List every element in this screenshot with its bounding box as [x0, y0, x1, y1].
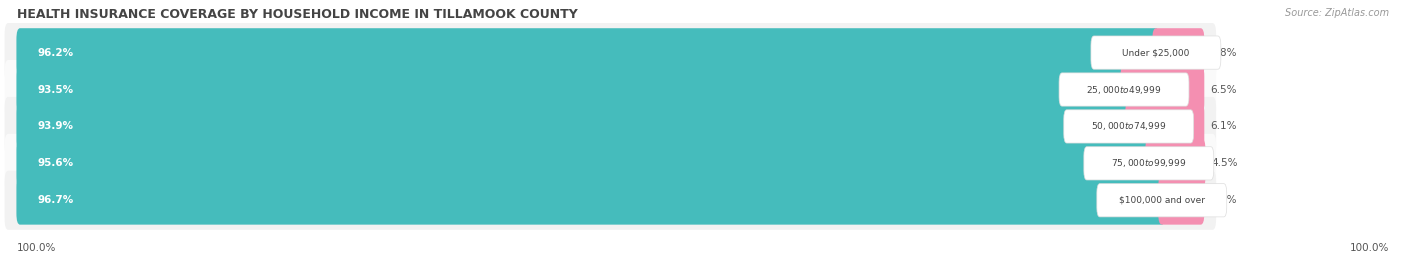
FancyBboxPatch shape	[4, 171, 1216, 230]
FancyBboxPatch shape	[1121, 65, 1205, 114]
FancyBboxPatch shape	[1091, 36, 1220, 69]
FancyBboxPatch shape	[1159, 176, 1205, 225]
FancyBboxPatch shape	[17, 65, 1128, 114]
FancyBboxPatch shape	[1153, 28, 1205, 77]
Text: $25,000 to $49,999: $25,000 to $49,999	[1087, 83, 1161, 95]
Text: 4.5%: 4.5%	[1212, 158, 1237, 168]
Text: 6.1%: 6.1%	[1211, 121, 1237, 132]
Text: 3.8%: 3.8%	[1211, 48, 1237, 58]
FancyBboxPatch shape	[4, 23, 1216, 82]
FancyBboxPatch shape	[1064, 110, 1194, 143]
Text: 100.0%: 100.0%	[17, 243, 56, 253]
FancyBboxPatch shape	[17, 176, 1166, 225]
Legend: With Coverage, Without Coverage: With Coverage, Without Coverage	[519, 268, 737, 269]
FancyBboxPatch shape	[17, 102, 1132, 151]
Text: 93.5%: 93.5%	[38, 84, 73, 94]
Text: $50,000 to $74,999: $50,000 to $74,999	[1091, 121, 1167, 132]
Text: 100.0%: 100.0%	[1350, 243, 1389, 253]
FancyBboxPatch shape	[1059, 73, 1189, 106]
FancyBboxPatch shape	[4, 97, 1216, 156]
FancyBboxPatch shape	[4, 60, 1216, 119]
Text: 93.9%: 93.9%	[38, 121, 73, 132]
Text: Source: ZipAtlas.com: Source: ZipAtlas.com	[1285, 8, 1389, 18]
FancyBboxPatch shape	[17, 28, 1160, 77]
Text: $75,000 to $99,999: $75,000 to $99,999	[1111, 157, 1187, 169]
FancyBboxPatch shape	[1097, 184, 1227, 217]
Text: $100,000 and over: $100,000 and over	[1119, 196, 1205, 205]
FancyBboxPatch shape	[1125, 102, 1205, 151]
FancyBboxPatch shape	[4, 134, 1216, 193]
Text: 6.5%: 6.5%	[1211, 84, 1237, 94]
Text: 3.3%: 3.3%	[1211, 195, 1237, 205]
FancyBboxPatch shape	[1084, 147, 1213, 180]
Text: Under $25,000: Under $25,000	[1122, 48, 1189, 57]
Text: 96.2%: 96.2%	[38, 48, 73, 58]
Text: 96.7%: 96.7%	[38, 195, 75, 205]
Text: 95.6%: 95.6%	[38, 158, 73, 168]
FancyBboxPatch shape	[17, 139, 1153, 188]
FancyBboxPatch shape	[1146, 139, 1205, 188]
Text: HEALTH INSURANCE COVERAGE BY HOUSEHOLD INCOME IN TILLAMOOK COUNTY: HEALTH INSURANCE COVERAGE BY HOUSEHOLD I…	[17, 8, 578, 21]
